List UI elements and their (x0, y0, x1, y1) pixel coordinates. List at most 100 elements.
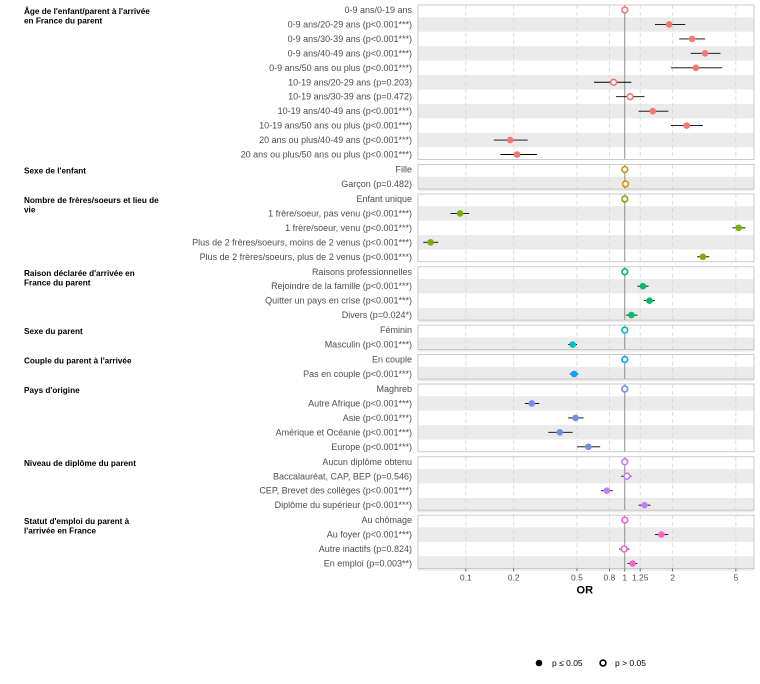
row-label: 20 ans ou plus/50 ans ou plus (p<0.001**… (241, 150, 412, 160)
point-significant (513, 151, 521, 158)
row-label: Plus de 2 frères/soeurs, moins de 2 venu… (192, 237, 412, 247)
row-label: Masculin (p<0.001***) (325, 340, 412, 350)
point-not-significant (620, 545, 628, 553)
row-label: Autre inactifs (p=0.824) (319, 544, 412, 554)
row-label: 1 frère/soeur, pas venu (p<0.001***) (268, 208, 412, 218)
panel-2: Sexe de l'enfant Fille Garçon (p=0.482) (24, 164, 755, 192)
panel-background (418, 384, 754, 452)
point-significant (572, 414, 579, 422)
row-stripe (418, 425, 754, 440)
row-label: Europe (p<0.001***) (331, 442, 412, 452)
x-tick-label: 0.5 (571, 573, 583, 583)
point-significant (456, 210, 464, 217)
point-not-significant (623, 472, 631, 480)
point-significant (665, 21, 673, 28)
x-tick-label: 1.25 (632, 573, 649, 583)
group-title: Sexe du parent (24, 327, 83, 336)
x-tick-label: 0.2 (508, 573, 520, 583)
group-title: Âge de l'enfant/parent à l'arrivée (24, 5, 150, 16)
panel-border (417, 324, 755, 350)
row-stripe (418, 497, 754, 513)
row-label: Féminin (380, 325, 412, 335)
point-significant (692, 64, 700, 72)
point-not-significant (621, 385, 629, 393)
point-significant (639, 282, 647, 290)
row-label: 10-19 ans/40-49 ans (p<0.001***) (278, 106, 412, 116)
x-tick-label: 0.1 (460, 573, 472, 583)
row-label: 1 frère/soeur, venu (p<0.001***) (285, 223, 412, 233)
point-not-significant (621, 165, 629, 174)
panel-border (417, 354, 755, 380)
row-stripe (418, 206, 754, 221)
point-significant (585, 443, 592, 451)
point-significant (628, 311, 635, 319)
point-significant (629, 560, 636, 567)
group-title: vie (24, 205, 36, 214)
panel-border (417, 383, 755, 453)
point-significant (506, 136, 514, 144)
panel-border (417, 164, 755, 190)
group-title: l'arrivée en France (24, 527, 96, 536)
group-title: Raison déclarée d'arrivée en (24, 269, 135, 278)
row-stripe (418, 556, 754, 571)
row-stripe (418, 103, 754, 119)
row-stripe (418, 17, 754, 32)
row-label: Rejoindre de la famille (p<0.001***) (271, 281, 412, 291)
panel-border (417, 4, 755, 160)
row-label: Fille (395, 165, 412, 175)
point-not-significant (621, 180, 630, 188)
group-title: Pays d'origine (24, 386, 80, 395)
point-significant (649, 107, 657, 115)
point-not-significant (621, 268, 629, 276)
row-label: Au foyer (p<0.001***) (327, 530, 412, 540)
point-not-significant (621, 6, 629, 14)
point-significant (688, 35, 696, 43)
row-label: Divers (p=0.024*) (342, 310, 412, 320)
row-label: 10-19 ans/20-29 ans (p=0.203) (288, 77, 412, 87)
group-title: Couple du parent à l'arrivée (24, 357, 132, 366)
panel-background (418, 193, 754, 262)
point-significant (570, 370, 578, 378)
point-not-significant (621, 355, 629, 364)
row-label: 10-19 ans/30-39 ans (p=0.472) (288, 92, 412, 102)
row-label: Diplôme du supérieur (p<0.001***) (275, 500, 412, 510)
row-stripe (418, 527, 754, 542)
point-not-significant (621, 458, 629, 466)
row-label: 0-9 ans/40-49 ans (p<0.001***) (288, 48, 412, 58)
row-label: Quitter un pays en crise (p<0.001***) (265, 296, 412, 306)
group-title: en France du parent (24, 17, 103, 26)
legend-significant-label: p ≤ 0.05 (552, 658, 583, 668)
point-significant (701, 50, 709, 57)
panel-6: Couple du parent à l'arrivée En couple Pas… (24, 354, 755, 382)
group-title: Niveau de diplôme du parent (24, 459, 136, 468)
point-not-significant (626, 92, 634, 101)
legend: p ≤ 0.05 p > 0.05 (535, 658, 646, 668)
row-label: 20 ans ou plus/40-49 ans (p<0.001***) (259, 135, 412, 145)
row-label: Garçon (p=0.482) (341, 179, 412, 189)
row-label: Raisons professionnelles (312, 267, 413, 277)
row-stripe (418, 307, 754, 323)
x-axis-title: OR (577, 585, 594, 597)
row-label: Autre Afrique (p<0.001***) (308, 398, 412, 408)
row-label: Aucun diplôme obtenu (322, 457, 412, 467)
row-label: En emploi (p=0.003**) (324, 559, 412, 569)
point-not-significant (621, 326, 629, 334)
row-label: Baccalauréat, CAP, BEP (p=0.546) (273, 471, 412, 481)
row-label: 0-9 ans/30-39 ans (p<0.001***) (288, 34, 412, 44)
x-axis: 0.1 0.2 0.5 0.8 1 1.25 2 5 OR (460, 568, 739, 597)
legend-not-significant-label: p > 0.05 (615, 658, 646, 668)
row-stripe (418, 176, 754, 192)
panel-5: Sexe du parent Féminin Masculin (p<0.001**… (24, 324, 755, 352)
row-stripe (418, 469, 754, 484)
point-significant (646, 297, 653, 304)
row-stripe (418, 396, 754, 411)
x-tick-label: 0.8 (603, 573, 615, 583)
x-tick-label: 5 (734, 573, 739, 583)
point-not-significant (621, 195, 629, 203)
point-significant (683, 122, 690, 129)
panel-8: Niveau de diplôme du parent Aucun diplôme… (24, 456, 755, 513)
